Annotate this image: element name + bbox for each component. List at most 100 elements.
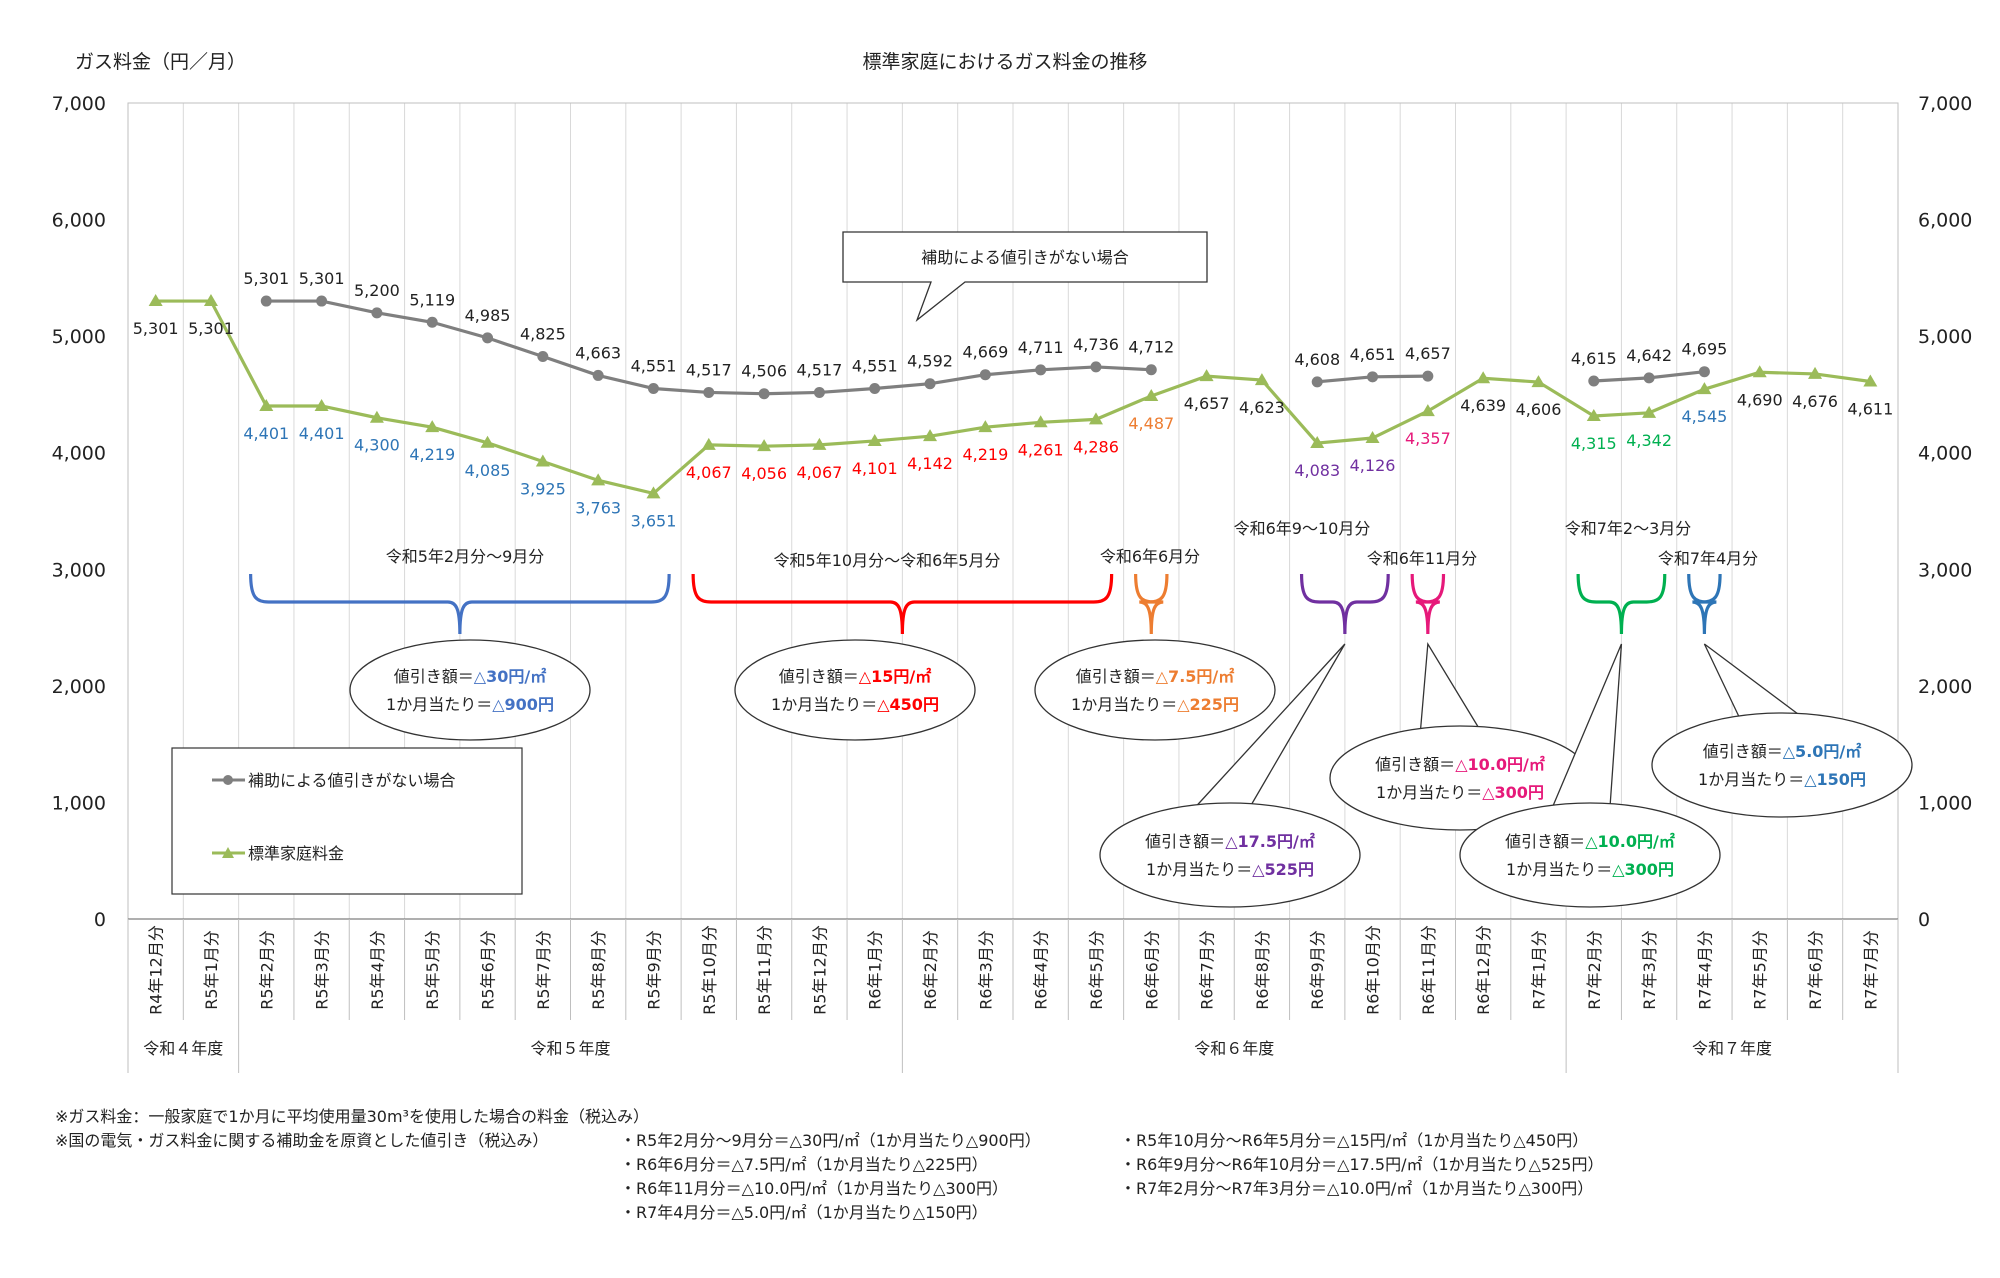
x-category-label: R6年10月分 — [1364, 925, 1383, 1015]
data-label-standard: 4,101 — [852, 459, 898, 478]
bubble-tail-mask — [1421, 730, 1479, 740]
period-bracket — [1687, 573, 1722, 635]
data-point — [757, 439, 772, 452]
data-point — [537, 351, 549, 363]
x-category-label: R7年1月分 — [1529, 930, 1548, 1009]
data-label-standard: 4,083 — [1294, 461, 1340, 480]
data-point — [369, 410, 384, 423]
data-label-no-subsidy: 4,695 — [1682, 340, 1728, 359]
fiscal-year-label: 令和６年度 — [1194, 1039, 1274, 1058]
x-category-label: R6年5月分 — [1087, 930, 1106, 1009]
data-label-no-subsidy: 4,669 — [962, 343, 1008, 362]
data-point — [1367, 371, 1379, 383]
x-category-label: R6年1月分 — [866, 930, 885, 1009]
discount-rate-line: 値引き額＝△5.0円/㎡ — [1703, 742, 1862, 761]
data-point — [480, 435, 495, 448]
data-label-no-subsidy: 5,119 — [409, 290, 455, 309]
discount-month-line: 1か月当たり＝△450円 — [771, 695, 939, 714]
data-point — [1311, 376, 1323, 388]
data-point — [425, 420, 440, 433]
y-tick-left: 6,000 — [52, 210, 106, 232]
data-point — [1531, 375, 1546, 388]
discount-month-line: 1か月当たり＝△300円 — [1506, 860, 1674, 879]
data-point — [647, 382, 659, 394]
note-line-2-head: ※国の電気・ガス料金に関する補助金を原資とした値引き（税込み） — [55, 1131, 549, 1150]
y-tick-left: 5,000 — [52, 326, 106, 348]
data-label-no-subsidy: 4,642 — [1626, 346, 1672, 365]
x-category-label: R6年7月分 — [1198, 930, 1217, 1009]
y-tick-left: 4,000 — [52, 443, 106, 465]
data-point — [260, 295, 272, 307]
data-point — [813, 386, 825, 398]
period-bracket — [1576, 573, 1667, 635]
note-item-5: ・R6年11月分＝△10.0円/㎡（1か月当たり△300円） — [620, 1179, 1009, 1198]
data-label-no-subsidy: 5,301 — [299, 269, 345, 288]
y-ticks-left: 0 1,000 2,000 3,000 4,000 5,000 6,000 7,000 — [52, 93, 106, 931]
data-point — [314, 398, 329, 411]
x-category-label: R5年10月分 — [700, 925, 719, 1015]
data-point — [1808, 366, 1823, 379]
data-label-no-subsidy: 4,736 — [1073, 335, 1119, 354]
data-point — [703, 386, 715, 398]
y-tick-left: 3,000 — [52, 559, 106, 581]
data-point — [1033, 415, 1048, 428]
data-label-standard: 4,056 — [741, 464, 787, 483]
y-tick-right: 0 — [1918, 909, 1930, 931]
data-point — [1145, 364, 1157, 376]
data-point — [1420, 404, 1435, 417]
data-label-standard: 4,487 — [1128, 414, 1174, 433]
bubble-tail-mask — [1743, 717, 1801, 727]
data-point — [1310, 436, 1325, 449]
note-item-3: ・R6年6月分＝△7.5円/㎡（1か月当たり△225円） — [620, 1155, 988, 1174]
chart-title: 標準家庭におけるガス料金の推移 — [862, 51, 1147, 73]
data-point — [426, 316, 438, 328]
discount-bubble — [1651, 712, 1913, 818]
data-label-no-subsidy: 5,301 — [243, 269, 289, 288]
data-label-no-subsidy: 4,506 — [741, 362, 787, 381]
x-category-label: R6年9月分 — [1308, 930, 1327, 1009]
period-label: 令和6年6月分 — [1100, 547, 1200, 566]
data-point — [1090, 361, 1102, 373]
x-category-label: R5年5月分 — [423, 930, 442, 1009]
x-category-label: R5年3月分 — [313, 930, 332, 1009]
data-label-standard: 4,142 — [907, 454, 953, 473]
bubble-tail-mask — [1551, 807, 1609, 817]
x-category-label: R5年11月分 — [755, 925, 774, 1015]
data-point — [535, 454, 550, 467]
data-label-standard: 4,639 — [1460, 396, 1506, 415]
discount-bubble — [1459, 802, 1721, 908]
data-point — [1586, 408, 1601, 421]
data-point — [978, 420, 993, 433]
legend-gray-marker — [223, 775, 233, 785]
x-category-label: R6年8月分 — [1253, 930, 1272, 1009]
discount-month-line: 1か月当たり＝△300円 — [1376, 783, 1544, 802]
data-point — [923, 429, 938, 442]
data-point — [979, 369, 991, 381]
discount-month-line: 1か月当たり＝△525円 — [1146, 860, 1314, 879]
x-category-label: R6年11月分 — [1419, 925, 1438, 1015]
data-point — [316, 295, 328, 307]
x-category-label: R6年6月分 — [1142, 930, 1161, 1009]
y-tick-right: 2,000 — [1918, 676, 1972, 698]
data-point — [591, 473, 606, 486]
x-category-label: R6年3月分 — [976, 930, 995, 1009]
x-category-label: R7年7月分 — [1861, 930, 1880, 1009]
y-tick-left: 7,000 — [52, 93, 106, 115]
period-label: 令和7年2～3月分 — [1565, 519, 1692, 538]
data-label-standard: 4,401 — [299, 424, 345, 443]
data-label-standard: 4,690 — [1737, 390, 1783, 409]
data-label-no-subsidy: 4,608 — [1294, 350, 1340, 369]
data-point — [867, 433, 882, 446]
note-item-4: ・R6年9月分～R6年10月分＝△17.5円/㎡（1か月当たり△525円） — [1120, 1155, 1604, 1174]
data-label-standard: 3,763 — [575, 498, 621, 517]
data-point — [646, 486, 661, 499]
data-label-standard: 4,315 — [1571, 434, 1617, 453]
data-label-standard: 5,301 — [188, 319, 234, 338]
series-standard — [148, 294, 1878, 499]
data-label-standard: 4,606 — [1516, 400, 1562, 419]
data-label-no-subsidy: 4,592 — [907, 352, 953, 371]
legend: 補助による値引きがない場合 標準家庭料金 — [171, 747, 523, 895]
y-tick-left: 0 — [94, 909, 106, 931]
bubble-tail — [1189, 643, 1346, 814]
data-label-standard: 4,357 — [1405, 429, 1451, 448]
